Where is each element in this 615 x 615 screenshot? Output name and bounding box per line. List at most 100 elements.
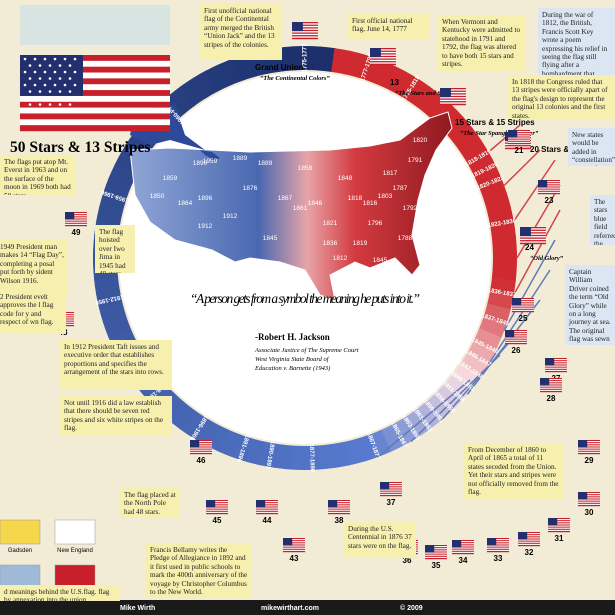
title: 50 Stars & 13 Stripes <box>10 139 150 156</box>
star <box>73 96 77 100</box>
note: In 1912 President Taft issues and execut… <box>60 340 172 390</box>
note: When Vermont and Kentucky were admitted … <box>438 15 526 71</box>
stripe <box>283 541 305 543</box>
star <box>73 83 77 87</box>
flag-number: 45 <box>213 516 222 525</box>
stripe <box>505 330 527 332</box>
star <box>48 77 52 80</box>
stripe <box>487 544 509 546</box>
stripe <box>452 552 474 555</box>
ring-segment <box>99 191 127 213</box>
ring-segment <box>404 78 431 107</box>
star <box>53 70 57 74</box>
ring-segment <box>231 434 254 462</box>
stripe <box>190 446 212 448</box>
flag-number: 44 <box>263 516 272 525</box>
quote: “A person gets from a symbol the meaning… <box>190 291 420 306</box>
note: First unofficial national flag of the Co… <box>200 4 282 60</box>
stripe <box>540 378 562 380</box>
ring-segment <box>444 116 473 144</box>
stripe <box>328 500 350 502</box>
stripe <box>538 185 560 187</box>
stripe <box>328 511 350 514</box>
flag-number: 46 <box>197 456 206 465</box>
stripe <box>508 136 530 138</box>
flag-icon <box>508 130 530 145</box>
star <box>73 57 77 61</box>
stripe <box>578 500 600 502</box>
star <box>58 77 62 80</box>
star <box>33 109 37 113</box>
stripe <box>518 536 540 538</box>
ring-segment <box>478 316 507 339</box>
state-year: 1803 <box>378 193 393 200</box>
stripe <box>508 137 530 139</box>
note: During the war of 1812, the British, Fra… <box>538 8 615 80</box>
state-year: 1818 <box>348 195 363 202</box>
note: New states would be added in “constellat… <box>568 128 615 166</box>
connector <box>487 269 551 365</box>
stripe <box>538 187 560 189</box>
stripe <box>508 133 530 135</box>
ring-segment <box>274 444 292 470</box>
flag-label: 13 <box>390 78 399 87</box>
note: 1949 President man makes 14 “Flag Day”, … <box>0 240 68 298</box>
stripe <box>256 504 278 506</box>
stripe <box>206 504 228 506</box>
stripe <box>20 113 170 120</box>
ring-segment <box>467 340 496 365</box>
stripe <box>206 501 228 503</box>
note: In 1818 the Congress ruled that 13 strip… <box>508 75 615 119</box>
stripe <box>380 484 402 486</box>
stripe <box>518 532 540 534</box>
stripe <box>190 448 212 450</box>
historic-flag-name: New England <box>57 548 93 554</box>
state-year: 1861 <box>293 205 308 212</box>
stripe <box>256 511 278 514</box>
state-year: 1816 <box>363 200 378 207</box>
stripe <box>545 360 567 362</box>
stripe <box>425 556 447 559</box>
stripe <box>505 340 527 343</box>
stripe <box>452 540 474 542</box>
stripe <box>578 449 600 451</box>
ring-segment <box>425 393 453 422</box>
star <box>43 96 47 100</box>
stripe <box>578 502 600 505</box>
stripe <box>508 131 530 133</box>
historic-flag <box>0 519 41 545</box>
star <box>43 109 47 113</box>
stripe <box>425 546 447 548</box>
note: Captain William Driver coined the term “… <box>565 265 615 345</box>
stripe <box>578 498 600 500</box>
stripe <box>487 538 509 540</box>
flag-number: 23 <box>545 196 554 205</box>
stripe <box>440 91 466 94</box>
stripe <box>370 59 396 62</box>
stripe <box>425 551 447 553</box>
stripe <box>328 510 350 513</box>
state-year: 1845 <box>373 257 388 264</box>
canton <box>440 88 451 98</box>
stripe <box>520 230 546 233</box>
stripe <box>538 192 560 195</box>
historic-flag-name: Gadsden <box>8 548 32 554</box>
stripe <box>578 496 600 498</box>
footer-bar <box>0 600 615 615</box>
stripe <box>540 380 562 382</box>
stripe <box>206 500 228 502</box>
stripe <box>508 130 530 132</box>
ring-segment <box>487 206 514 227</box>
ring-segment <box>343 438 364 466</box>
note: d meanings behind the U.S.flag. flag by … <box>0 585 120 601</box>
stripe <box>65 217 87 219</box>
state-year: 1864 <box>178 200 193 207</box>
stripe <box>518 542 540 545</box>
flag-number: 31 <box>555 534 564 543</box>
stripe <box>545 362 567 364</box>
flag-number: 36 <box>403 556 412 565</box>
stripe <box>283 540 305 542</box>
stripe <box>578 450 600 453</box>
stripe <box>190 441 212 443</box>
flag-number: 43 <box>290 554 299 563</box>
